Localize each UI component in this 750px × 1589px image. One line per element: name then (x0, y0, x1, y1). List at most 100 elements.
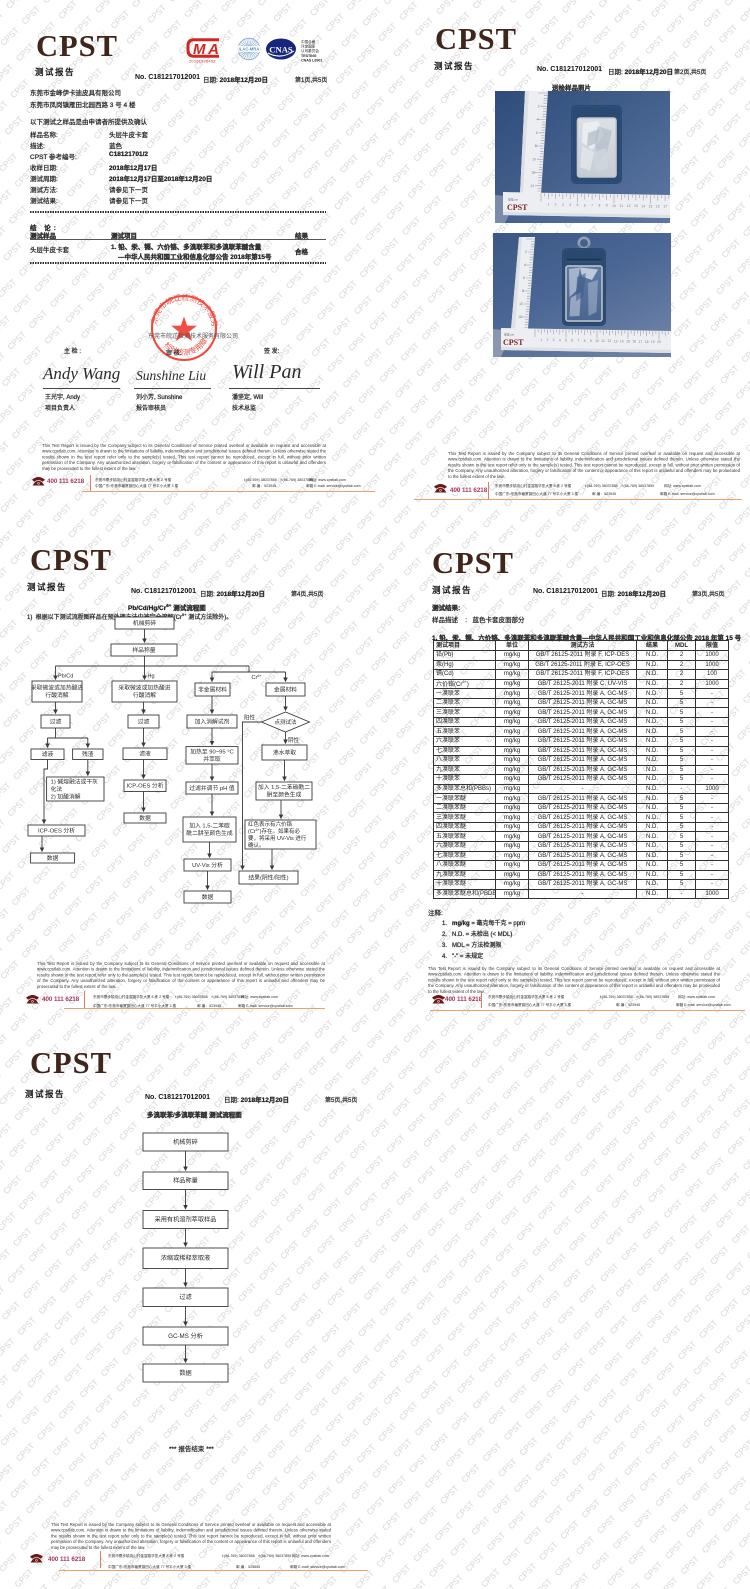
svg-text:1) 碱熔融法或干灰: 1) 碱熔融法或干灰 (51, 778, 99, 786)
svg-text:8: 8 (598, 204, 600, 208)
svg-text:10: 10 (612, 204, 616, 208)
svg-text:加入 1,5-二苯碳: 加入 1,5-二苯碳 (189, 822, 230, 830)
svg-text:4: 4 (569, 203, 571, 207)
svg-text:17: 17 (639, 340, 643, 344)
svg-text:CNAS: CNAS (269, 45, 293, 55)
svg-text:7: 7 (591, 203, 593, 207)
svg-text:14: 14 (530, 184, 534, 188)
svg-text:11: 11 (601, 339, 605, 343)
svg-text:GC-MS 分析: GC-MS 分析 (168, 1332, 203, 1340)
svg-text:17: 17 (663, 205, 667, 209)
svg-text:CPST: CPST (507, 203, 528, 212)
svg-text:9: 9 (590, 339, 592, 343)
svg-text:肼至颜色生成: 肼至颜色生成 (267, 791, 302, 799)
svg-text:结果(阴性/阳性): 结果(阴性/阳性) (248, 873, 288, 881)
svg-text:4: 4 (524, 263, 526, 267)
svg-text:10: 10 (532, 158, 536, 162)
svg-text:6: 6 (571, 339, 573, 343)
svg-text:单位:cm: 单位:cm (508, 198, 519, 202)
svg-text:化法: 化法 (51, 785, 63, 793)
svg-text:阳性: 阳性 (244, 714, 256, 722)
svg-text:机械剪碎: 机械剪碎 (133, 619, 156, 627)
svg-text:3: 3 (553, 338, 555, 342)
svg-text:TESTING: TESTING (301, 54, 317, 58)
svg-text:CPST: CPST (503, 338, 524, 347)
svg-text:阴性: 阴性 (288, 736, 300, 744)
svg-text:点测试法: 点测试法 (274, 718, 297, 726)
svg-text:样品称量: 样品称量 (173, 1177, 198, 1185)
svg-text:3: 3 (562, 203, 564, 207)
svg-text:中国合格: 中国合格 (301, 39, 316, 44)
svg-text:10: 10 (595, 339, 599, 343)
svg-text:12: 12 (531, 171, 535, 175)
svg-text:过滤: 过滤 (179, 1293, 191, 1301)
svg-text:16: 16 (656, 205, 660, 209)
svg-text:酰二肼至颜色生成: 酰二肼至颜色生成 (186, 829, 233, 837)
svg-text:ICP-OES 分析: ICP-OES 分析 (126, 782, 163, 790)
svg-text:8: 8 (584, 339, 586, 343)
svg-text:单位:cm: 单位:cm (504, 333, 515, 337)
svg-text:数据: 数据 (202, 893, 214, 901)
svg-text:7: 7 (577, 339, 579, 343)
svg-text:行酸消解: 行酸消解 (45, 691, 68, 699)
svg-text:10: 10 (519, 302, 523, 306)
svg-text:12: 12 (518, 315, 522, 319)
svg-text:确认。: 确认。 (248, 841, 265, 849)
svg-text:(Cr6+)存在。如果有必: (Cr6+)存在。如果有必 (248, 827, 300, 835)
svg-text:8: 8 (522, 289, 524, 293)
svg-text:15: 15 (626, 340, 630, 344)
svg-text:2: 2 (538, 104, 540, 108)
svg-text:ICP-OES 分析: ICP-OES 分析 (38, 826, 75, 834)
svg-text:6: 6 (536, 131, 538, 135)
svg-text:样品称量: 样品称量 (132, 646, 155, 654)
svg-text:14: 14 (620, 339, 624, 343)
svg-text:过滤: 过滤 (50, 717, 62, 725)
svg-text:行酸消解: 行酸消解 (133, 691, 156, 699)
svg-text:沸水萃取: 沸水萃取 (273, 748, 296, 756)
svg-text:加入消解试剂: 加入消解试剂 (195, 717, 230, 725)
svg-text:12: 12 (627, 204, 631, 208)
svg-text:并萃取: 并萃取 (203, 755, 221, 763)
svg-text:6: 6 (584, 203, 586, 207)
svg-text:1: 1 (540, 338, 542, 342)
svg-text:Hg: Hg (148, 674, 155, 680)
svg-text:Pb/Cd: Pb/Cd (58, 674, 73, 680)
svg-text:加入 1,5-二苯碳酰二: 加入 1,5-二苯碳酰二 (258, 783, 310, 791)
svg-text:12: 12 (608, 339, 612, 343)
svg-text:红色表示有六价铬: 红色表示有六价铬 (248, 820, 293, 828)
svg-text:评定国家: 评定国家 (301, 44, 316, 49)
svg-text:采取微波或加热酸进: 采取微波或加热酸进 (118, 684, 170, 692)
svg-text:13: 13 (634, 204, 638, 208)
svg-text:11: 11 (620, 204, 624, 208)
svg-text:1: 1 (547, 203, 549, 207)
svg-text:13: 13 (614, 339, 618, 343)
svg-text:UV-Vis 分析: UV-Vis 分析 (192, 861, 223, 869)
svg-text:16: 16 (632, 340, 636, 344)
svg-text:浓缩或稀释萃取液: 浓缩或稀释萃取液 (161, 1254, 211, 1262)
svg-text:6: 6 (523, 276, 525, 280)
svg-text:要，将采用 UV-Vis 进行: 要，将采用 UV-Vis 进行 (248, 834, 307, 842)
svg-text:残渣: 残渣 (82, 750, 94, 758)
svg-text:4: 4 (559, 338, 561, 342)
svg-text:15: 15 (649, 204, 653, 208)
svg-text:数据: 数据 (139, 814, 151, 822)
svg-text:非金属材料: 非金属材料 (198, 685, 227, 693)
svg-text:2: 2 (525, 250, 527, 254)
svg-text:过滤并调节 pH 值: 过滤并调节 pH 值 (189, 784, 235, 792)
svg-text:9: 9 (606, 204, 608, 208)
svg-text:4: 4 (537, 118, 539, 122)
svg-text:采用有机溶剂萃取样品: 采用有机溶剂萃取样品 (155, 1215, 217, 1223)
svg-text:滤液: 滤液 (139, 750, 151, 758)
svg-text:滤液: 滤液 (42, 750, 54, 758)
svg-text:20: 20 (657, 340, 661, 344)
svg-text:认可委员会: 认可委员会 (301, 48, 319, 53)
svg-text:Cr6+: Cr6+ (252, 674, 263, 681)
svg-text:过滤: 过滤 (138, 717, 150, 725)
svg-text:8: 8 (535, 144, 537, 148)
svg-text:采取微波或加热酸进: 采取微波或加热酸进 (31, 684, 83, 692)
svg-text:数据: 数据 (179, 1369, 191, 1377)
svg-text:2018192645Z: 2018192645Z (189, 59, 216, 64)
svg-text:2) 加酸消解: 2) 加酸消解 (51, 792, 81, 800)
svg-text:18: 18 (645, 340, 649, 344)
svg-text:2: 2 (555, 203, 557, 207)
